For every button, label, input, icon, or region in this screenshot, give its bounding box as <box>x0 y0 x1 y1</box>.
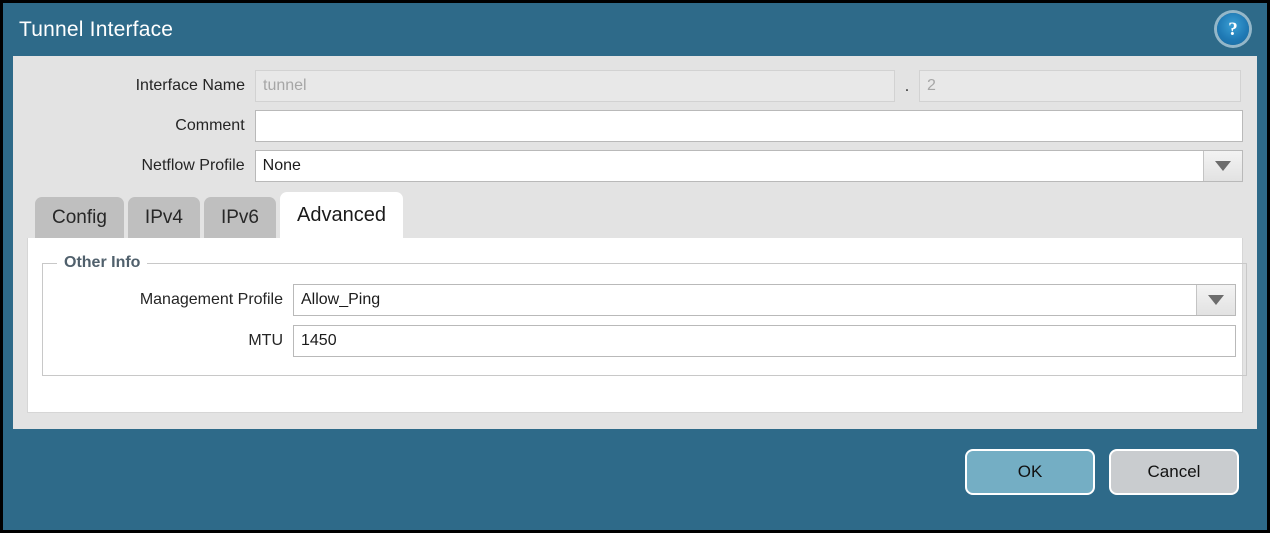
dialog-titlebar: Tunnel Interface ? <box>3 3 1267 56</box>
tab-advanced[interactable]: Advanced <box>279 192 403 238</box>
row-mtu: MTU <box>53 325 1236 357</box>
row-netflow-profile: Netflow Profile None <box>27 150 1243 182</box>
netflow-profile-select[interactable]: None <box>254 150 1243 182</box>
tab-ipv4[interactable]: IPv4 <box>127 197 200 238</box>
other-info-legend: Other Info <box>64 254 141 271</box>
tab-bar: Config IPv4 IPv6 Advanced <box>27 192 1243 238</box>
ok-button[interactable]: OK <box>965 449 1095 495</box>
interface-name-separator: . <box>904 76 910 95</box>
chevron-down-icon <box>1208 295 1224 305</box>
interface-name-label: Interface Name <box>135 77 245 94</box>
dialog-footer: OK Cancel <box>3 429 1267 515</box>
tab-config[interactable]: Config <box>35 197 124 238</box>
help-icon[interactable]: ? <box>1217 13 1249 45</box>
dialog-panel: Interface Name . Comment Netflow Profile… <box>13 56 1257 429</box>
row-comment: Comment <box>27 110 1243 142</box>
mtu-input[interactable] <box>293 325 1236 357</box>
interface-name-input <box>255 70 895 102</box>
tab-panel-advanced: Other Info Management Profile Allow_Ping… <box>27 238 1247 413</box>
netflow-profile-label: Netflow Profile <box>141 157 245 174</box>
tab-ipv6[interactable]: IPv6 <box>203 197 276 238</box>
chevron-down-icon <box>1215 161 1231 171</box>
cancel-button[interactable]: Cancel <box>1109 449 1239 495</box>
interface-name-suffix-input <box>919 70 1241 102</box>
dialog-body-wrap: Interface Name . Comment Netflow Profile… <box>3 56 1267 429</box>
row-interface-name: Interface Name . <box>27 70 1243 102</box>
management-profile-value: Allow_Ping <box>294 285 1196 315</box>
management-profile-dropdown-button[interactable] <box>1196 285 1235 315</box>
mtu-label: MTU <box>248 332 283 349</box>
netflow-profile-dropdown-button[interactable] <box>1203 151 1242 181</box>
comment-input[interactable] <box>254 110 1243 142</box>
management-profile-select[interactable]: Allow_Ping <box>293 284 1236 316</box>
netflow-profile-value: None <box>255 151 1203 181</box>
management-profile-label: Management Profile <box>139 291 283 308</box>
comment-label: Comment <box>175 117 245 134</box>
other-info-group: Other Info Management Profile Allow_Ping… <box>42 254 1247 376</box>
dialog-title: Tunnel Interface <box>19 17 174 41</box>
row-management-profile: Management Profile Allow_Ping <box>53 284 1236 316</box>
